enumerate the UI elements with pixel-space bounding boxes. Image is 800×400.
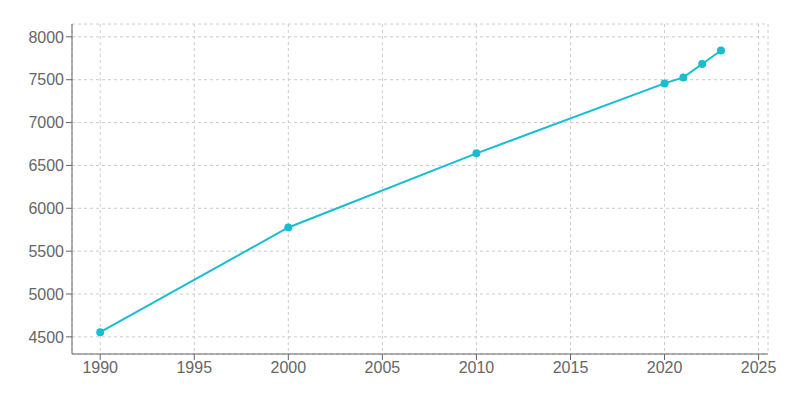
svg-text:8000: 8000 xyxy=(28,29,64,46)
svg-text:7000: 7000 xyxy=(28,114,64,131)
svg-text:2015: 2015 xyxy=(553,359,589,376)
svg-text:5000: 5000 xyxy=(28,286,64,303)
svg-text:2005: 2005 xyxy=(365,359,401,376)
svg-text:2000: 2000 xyxy=(271,359,307,376)
svg-text:6500: 6500 xyxy=(28,157,64,174)
svg-text:1990: 1990 xyxy=(82,359,118,376)
svg-text:6000: 6000 xyxy=(28,200,64,217)
svg-text:1995: 1995 xyxy=(176,359,212,376)
svg-text:5500: 5500 xyxy=(28,243,64,260)
svg-text:7500: 7500 xyxy=(28,71,64,88)
svg-text:4500: 4500 xyxy=(28,329,64,346)
svg-text:2010: 2010 xyxy=(459,359,495,376)
svg-text:2025: 2025 xyxy=(741,359,777,376)
svg-text:2020: 2020 xyxy=(647,359,683,376)
